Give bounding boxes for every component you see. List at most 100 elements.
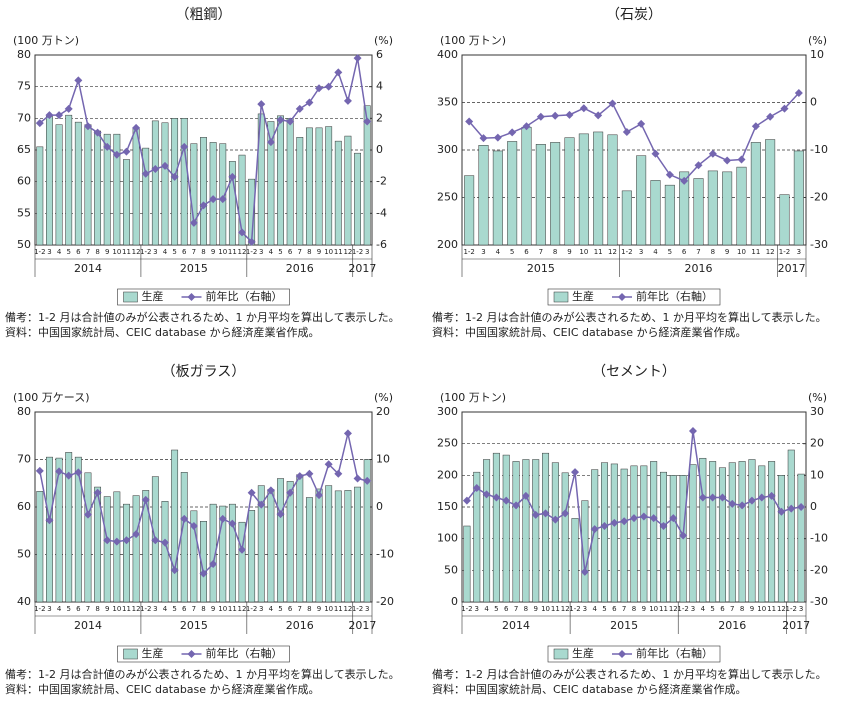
marker: [276, 510, 285, 519]
y-tick-label: 50: [17, 548, 31, 561]
x-tick-label: 10: [324, 605, 333, 613]
x-tick-label: 8: [201, 605, 205, 613]
x-tick-label: 1-2: [779, 248, 790, 256]
marker: [45, 516, 54, 525]
x-tick-label: 9: [317, 605, 321, 613]
bar: [161, 501, 169, 603]
y2-axis-label: (%): [808, 34, 827, 47]
y2-tick-label: -20: [810, 563, 828, 576]
y-tick-label: 80: [17, 405, 31, 418]
x-tick-label: 10: [541, 605, 550, 613]
x-tick-label: 8: [711, 248, 715, 256]
x-tick-label: 6: [76, 605, 81, 613]
bar: [679, 171, 690, 246]
bar: [200, 521, 207, 603]
bar: [777, 475, 785, 603]
x-tick-label: 9: [317, 248, 321, 256]
x-tick-label: 3: [47, 605, 51, 613]
bar: [591, 469, 599, 603]
bar: [257, 485, 265, 603]
marker: [286, 117, 295, 126]
x-tick-label: 4: [269, 605, 274, 613]
x-tick-label: 12: [561, 605, 570, 613]
line: [468, 92, 800, 182]
bar: [209, 503, 217, 603]
bar: [564, 137, 575, 246]
x-tick-label: 8: [95, 605, 99, 613]
x-tick-label: 12: [669, 605, 678, 613]
x-tick-label: 6: [288, 605, 293, 613]
y-tick-label: 300: [437, 143, 458, 156]
bar: [779, 194, 790, 246]
marker: [122, 147, 131, 156]
y-tick-label: 50: [17, 238, 31, 251]
x-tick-label: 11: [122, 248, 131, 256]
marker: [238, 545, 247, 554]
legend-swatch: [553, 291, 569, 303]
marker: [479, 134, 488, 143]
x-tick-label: 3: [797, 248, 801, 256]
x-tick-label: 8: [524, 605, 528, 613]
bar: [123, 159, 130, 246]
bar: [65, 452, 73, 603]
bar: [578, 133, 589, 246]
x-tick-label: 10: [757, 605, 766, 613]
x-tick-label: 9: [105, 248, 109, 256]
marker: [482, 490, 491, 499]
bar: [463, 525, 471, 603]
marker: [305, 469, 314, 478]
legend-box: [117, 288, 290, 306]
bar: [636, 155, 647, 246]
marker: [787, 504, 796, 513]
marker: [659, 522, 668, 530]
marker: [83, 122, 92, 131]
bar: [354, 152, 361, 246]
y-tick-label: 70: [17, 453, 31, 466]
bar: [277, 115, 284, 246]
x-tick-label: 3: [259, 605, 263, 613]
bar: [693, 178, 704, 246]
marker: [502, 496, 511, 505]
x-tick-label: 11: [334, 248, 343, 256]
marker: [64, 104, 73, 113]
year-label: 2016: [286, 262, 314, 275]
y-tick-label: 40: [17, 595, 31, 608]
legend-marker: [618, 650, 626, 658]
bar: [581, 500, 589, 603]
marker: [708, 493, 717, 502]
x-tick-label: 4: [653, 248, 658, 256]
marker: [324, 82, 333, 91]
marker: [334, 68, 343, 77]
x-tick-label: 12: [343, 248, 352, 256]
marker: [266, 486, 275, 495]
x-tick-label: 9: [567, 248, 571, 256]
bar: [315, 488, 323, 603]
bar: [286, 481, 294, 603]
bar: [103, 133, 111, 246]
x-tick-label: 6: [682, 248, 687, 256]
bar: [209, 142, 217, 246]
note: 資料：中国国家統計局、CEIC database から経済産業省作成。: [5, 682, 320, 696]
y-tick-label: 250: [437, 437, 458, 450]
marker: [462, 496, 471, 505]
x-tick-label: 6: [612, 605, 617, 613]
legend-label: 生産: [572, 289, 594, 303]
bar: [84, 124, 92, 246]
x-tick-label: 1-2: [352, 248, 363, 256]
x-tick-label: 9: [211, 605, 215, 613]
x-tick-label: 5: [172, 605, 176, 613]
bar: [315, 127, 323, 246]
marker: [141, 169, 150, 178]
marker: [151, 536, 160, 545]
legend-box: [547, 645, 721, 663]
x-tick-label: 6: [720, 605, 725, 613]
marker: [266, 138, 275, 147]
bar: [334, 140, 342, 246]
x-tick-label: 12: [608, 248, 617, 256]
bar: [267, 121, 275, 246]
year-label: 2017: [782, 619, 810, 632]
bar: [593, 131, 604, 246]
marker: [571, 468, 580, 477]
bar: [659, 471, 667, 603]
marker: [45, 111, 54, 120]
